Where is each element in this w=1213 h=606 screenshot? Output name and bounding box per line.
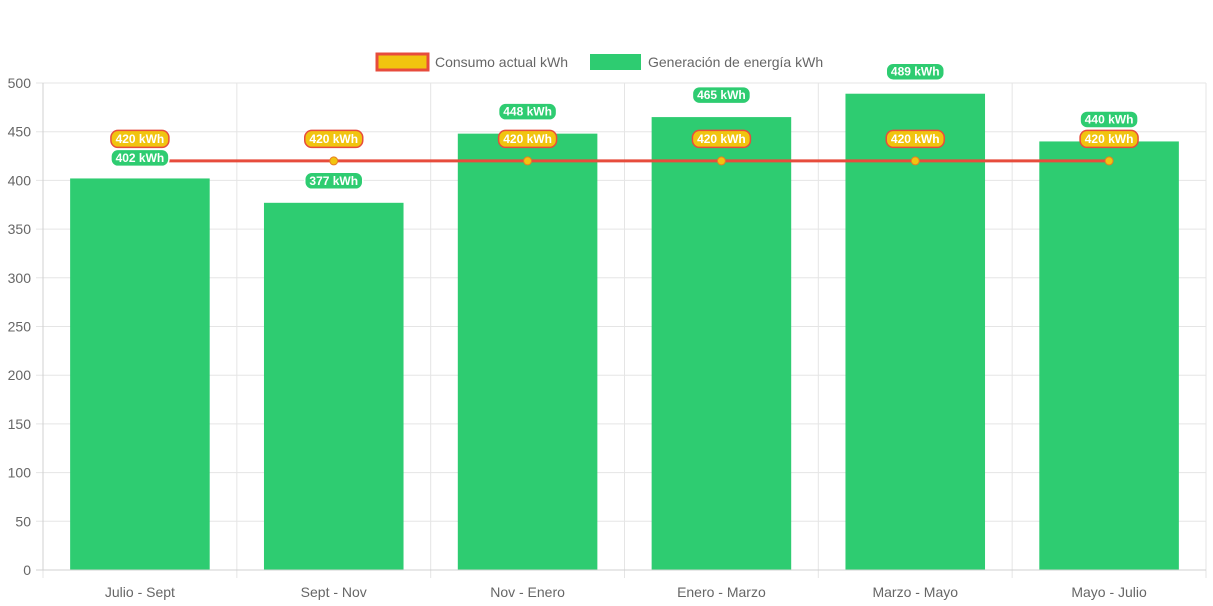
- data-labels: 402 kWh 377 kWh 448 kWh 465 kWh 489 kWh 440 k…: [110, 62, 1139, 191]
- bar-data-label-bg: [497, 102, 558, 121]
- y-tick-label: 150: [8, 416, 32, 432]
- y-tick-label: 200: [8, 367, 32, 383]
- legend: Consumo actual kWh Generación de energía…: [375, 52, 823, 72]
- line-data-label-bg: [304, 129, 364, 149]
- y-tick-label: 300: [8, 270, 32, 286]
- line-data-label-bg: [497, 129, 558, 149]
- line-data-label: 420 kWh: [309, 132, 358, 146]
- y-tick-label: 500: [8, 75, 32, 91]
- bar-data-label: 440 kWh: [1085, 112, 1134, 126]
- bar[interactable]: [651, 117, 792, 570]
- bar[interactable]: [70, 178, 210, 570]
- line-data-label-bg: [885, 129, 945, 149]
- y-tick-label: 350: [8, 221, 32, 237]
- x-tick-label: Mayo - Julio: [1071, 584, 1147, 600]
- line-point[interactable]: [716, 156, 726, 166]
- line-point[interactable]: [910, 156, 920, 166]
- x-tick-label: Marzo - Mayo: [872, 584, 958, 600]
- y-tick-label: 100: [8, 465, 32, 481]
- bar-series: [70, 93, 1179, 571]
- bar-data-label-bg: [304, 171, 364, 191]
- legend-label-generacion[interactable]: Generación de energía kWh: [648, 54, 823, 70]
- grid: [36, 82, 1207, 578]
- bar-data-label: 489 kWh: [891, 65, 940, 79]
- x-tick-label: Enero - Marzo: [677, 584, 766, 600]
- y-tick-label: 250: [8, 319, 32, 335]
- line-data-label: 420 kWh: [697, 132, 746, 146]
- line-data-label: 420 kWh: [503, 132, 552, 146]
- line-point[interactable]: [329, 156, 339, 166]
- x-tick-label: Nov - Enero: [490, 584, 565, 600]
- y-tick-label: 50: [15, 513, 31, 529]
- legend-swatch-generacion[interactable]: [590, 54, 641, 70]
- y-tick-label: 450: [8, 124, 32, 140]
- bar-data-label-bg: [691, 85, 752, 105]
- line-data-label: 420 kWh: [116, 132, 165, 146]
- y-tick-label: 400: [8, 172, 32, 188]
- bar-data-label: 377 kWh: [309, 174, 358, 188]
- bar[interactable]: [457, 133, 598, 570]
- line-point[interactable]: [1104, 156, 1114, 166]
- bar-data-label-bg: [885, 62, 945, 81]
- bar-data-label-bg: [1079, 110, 1139, 129]
- line-data-label-bg: [110, 129, 170, 149]
- bar-data-label: 402 kWh: [116, 151, 165, 165]
- bar-data-label: 448 kWh: [503, 105, 552, 119]
- axes: 0 50 100 150 200 250 300 350 400 450 500 Julio - Se…: [8, 75, 1206, 600]
- y-tick-label: 0: [23, 562, 31, 578]
- legend-label-consumo[interactable]: Consumo actual kWh: [435, 54, 568, 70]
- line-point[interactable]: [523, 156, 533, 166]
- bar[interactable]: [845, 93, 986, 571]
- x-tick-label: Julio - Sept: [105, 584, 175, 600]
- line-data-label-bg: [691, 129, 752, 149]
- line-data-label-bg: [1079, 129, 1139, 149]
- bar[interactable]: [263, 202, 404, 570]
- bar[interactable]: [1039, 141, 1179, 570]
- bar-data-label: 465 kWh: [697, 88, 746, 102]
- bar-data-label-bg: [110, 148, 170, 168]
- line-data-label: 420 kWh: [1085, 132, 1134, 146]
- legend-swatch-consumo[interactable]: [375, 52, 430, 72]
- line-data-label: 420 kWh: [891, 132, 940, 146]
- x-tick-label: Sept - Nov: [301, 584, 367, 600]
